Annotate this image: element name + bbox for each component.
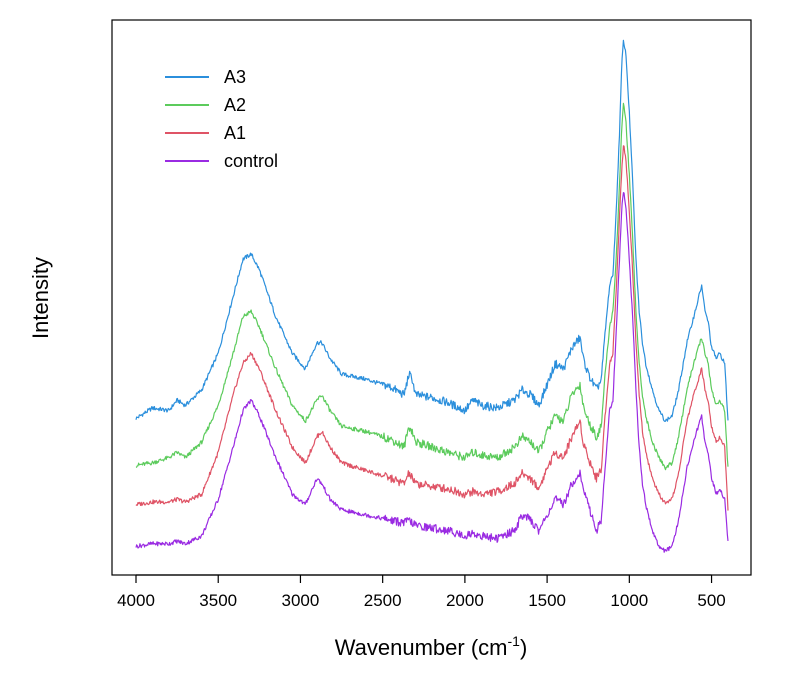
x-axis-title-main: Wavenumber (cm (335, 635, 508, 660)
x-axis-title-suffix: ) (520, 635, 527, 660)
legend: A3 A2 A1 control (165, 67, 278, 171)
x-tick-label: 1500 (528, 591, 566, 610)
x-tick-label: 3500 (199, 591, 237, 610)
series-line-a3 (135, 39, 729, 422)
legend-label-a1: A1 (224, 123, 246, 143)
y-axis-title: Intensity (28, 257, 53, 339)
series-layer (135, 39, 729, 553)
x-tick-label: 4000 (117, 591, 155, 610)
series-line-control (135, 192, 729, 553)
x-tick-label: 500 (697, 591, 725, 610)
x-tick-label: 1000 (610, 591, 648, 610)
x-axis-title-superscript: -1 (508, 633, 521, 649)
legend-label-a3: A3 (224, 67, 246, 87)
series-line-a2 (135, 102, 729, 471)
x-tick-label: 2500 (364, 591, 402, 610)
series-line-a1 (135, 145, 729, 511)
x-tick-label: 2000 (446, 591, 484, 610)
x-axis: 4000 3500 3000 2500 2000 1500 1000 500 (117, 574, 726, 610)
legend-label-a2: A2 (224, 95, 246, 115)
legend-label-control: control (224, 151, 278, 171)
x-axis-title: Wavenumber (cm-1) (335, 633, 528, 660)
x-tick-label: 3000 (282, 591, 320, 610)
plot-frame (111, 19, 752, 576)
